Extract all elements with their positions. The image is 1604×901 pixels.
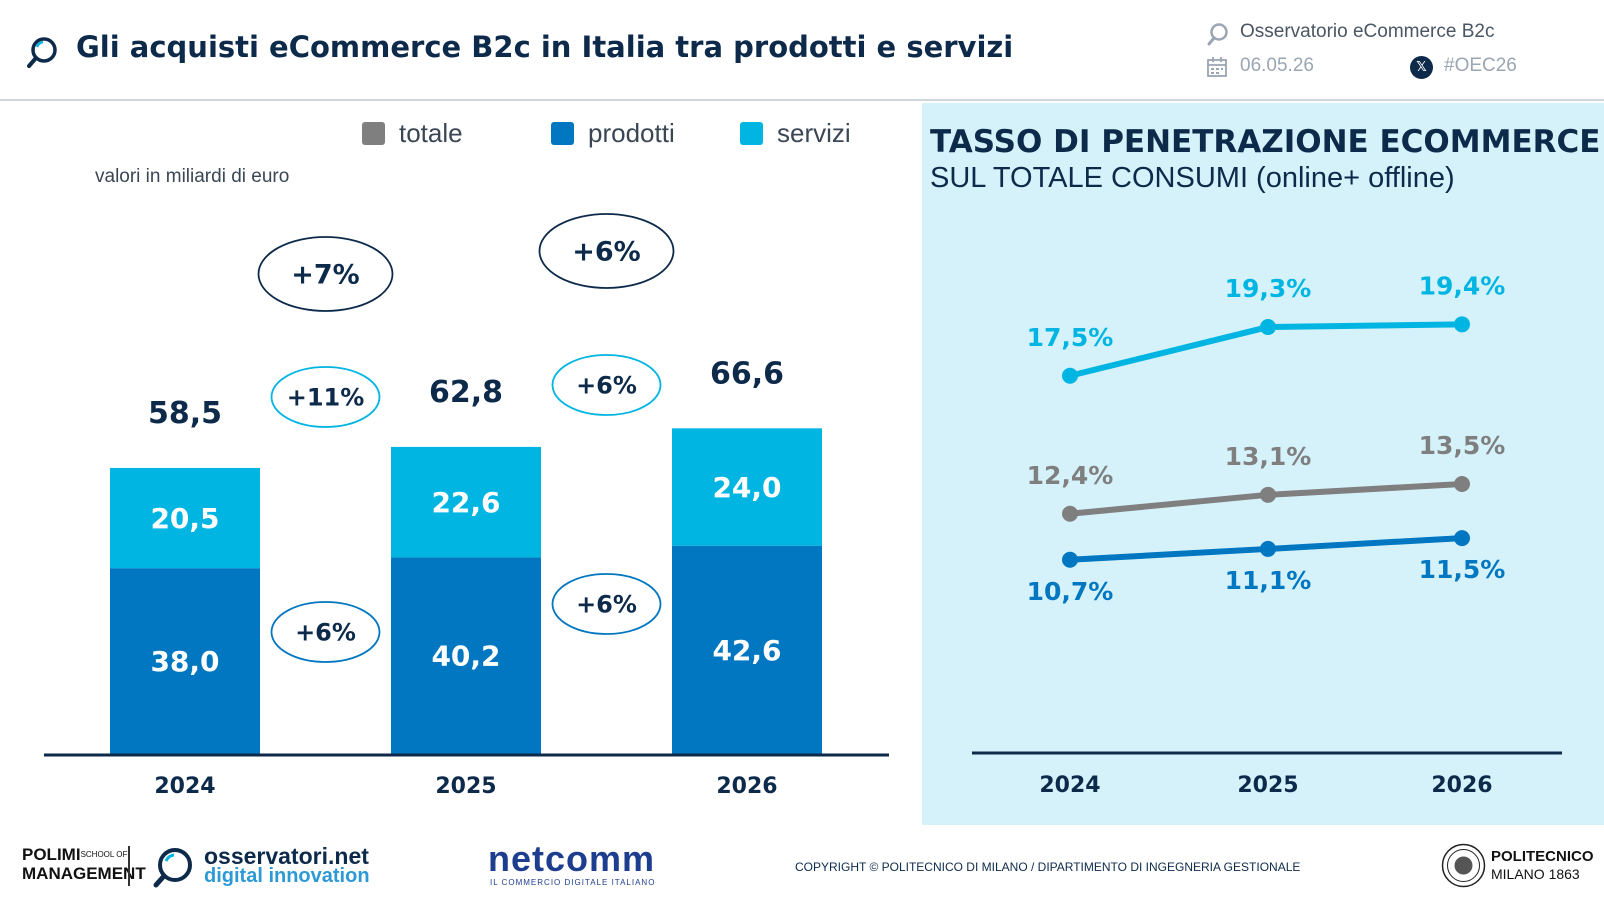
bar-prodotti-2025: [391, 557, 541, 754]
label-prodotti-2024: 38,0: [150, 645, 219, 678]
bar-prodotti-2024: [110, 568, 260, 754]
observatory-icon: [1207, 23, 1228, 46]
unit-label: valori in miliardi di euro: [95, 166, 290, 187]
legend-label-servizi: servizi: [777, 117, 851, 148]
netcomm-tagline: IL COMMERCIO DIGITALE ITALIANO: [490, 878, 656, 887]
label-servizi-2024: 20,5: [150, 502, 219, 535]
calendar-icon: [1207, 57, 1227, 77]
polimi-line1: POLIMI: [22, 845, 81, 864]
penetration-subtitle: SUL TOTALE CONSUMI (online+ offline): [930, 162, 1455, 194]
label-totale-2024: 12,4%: [1027, 461, 1114, 490]
penetration-title: TASSO DI PENETRAZIONE ECOMMERCE: [930, 124, 1601, 160]
polimi-small: SCHOOL OF: [80, 850, 128, 859]
growth-ellipse-totale-2: [538, 213, 675, 289]
observatory-label: Osservatorio eCommerce B2c: [1240, 21, 1495, 42]
point-servizi-2026: [1454, 316, 1470, 333]
x-tick-2025: 2025: [435, 774, 496, 799]
label-totale-2024: 58,5: [148, 396, 222, 431]
hashtag-label[interactable]: #OEC26: [1444, 55, 1517, 76]
x-tick-2024: 2024: [154, 774, 215, 799]
legend-label-prodotti: prodotti: [588, 117, 675, 148]
point-prodotti-2026: [1454, 530, 1470, 547]
label-prodotti-2026: 11,5%: [1419, 555, 1506, 584]
legend-item-servizi: servizi: [740, 118, 851, 148]
politecnico-name: POLITECNICO: [1491, 848, 1594, 865]
growth-servizi-2: +6%: [576, 372, 637, 400]
osservatori-name: osservatori.net: [204, 843, 369, 869]
bar-servizi-2025: [391, 446, 541, 558]
legend-swatch-servizi: [740, 121, 763, 145]
growth-ellipse-servizi-1: [270, 366, 381, 428]
label-servizi-2025: 19,3%: [1225, 274, 1312, 303]
point-prodotti-2024: [1062, 551, 1078, 568]
politecnico-city: MILANO 1863: [1491, 866, 1580, 882]
legend-item-prodotti: prodotti: [551, 118, 675, 148]
page-title: Gli acquisti eCommerce B2c in Italia tra…: [76, 30, 1014, 64]
copyright-text: COPYRIGHT © POLITECNICO DI MILANO / DIPA…: [795, 860, 1301, 874]
growth-ellipse-prodotti-1: [270, 601, 381, 663]
point-prodotti-2025: [1260, 540, 1276, 557]
footer-separator: [128, 846, 130, 886]
x-icon[interactable]: 𝕏: [1410, 56, 1433, 79]
growth-prodotti-1: +6%: [295, 619, 356, 647]
polimi-logo: POLIMISCHOOL OF MANAGEMENT: [22, 845, 146, 883]
osservatori-tagline: digital innovation: [204, 865, 370, 887]
penetration-panel: [922, 103, 1604, 825]
growth-ellipse-totale-1: [257, 236, 394, 312]
label-prodotti-2025: 40,2: [431, 640, 500, 673]
legend-swatch-prodotti: [551, 121, 574, 145]
label-servizi-2026: 24,0: [712, 471, 781, 504]
line-x-tick-2026: 2026: [1431, 773, 1492, 798]
osservatori-icon: [153, 848, 192, 888]
growth-totale-1: +7%: [291, 260, 359, 291]
bar-prodotti-2026: [672, 545, 822, 754]
x-tick-2026: 2026: [716, 774, 777, 799]
polimi-line2: MANAGEMENT: [22, 864, 146, 883]
header-divider: [0, 99, 1604, 101]
politecnico-seal-icon: [1441, 843, 1486, 888]
line-x-tick-2024: 2024: [1039, 773, 1100, 798]
label-prodotti-2025: 11,1%: [1225, 566, 1312, 595]
search-icon: [27, 37, 57, 68]
legend-item-totale: totale: [362, 118, 463, 148]
label-servizi-2024: 17,5%: [1027, 323, 1114, 352]
point-servizi-2024: [1062, 367, 1078, 384]
line-x-tick-2025: 2025: [1237, 773, 1298, 798]
date-label: 06.05.26: [1240, 55, 1314, 76]
growth-totale-2: +6%: [572, 237, 640, 268]
growth-ellipse-prodotti-2: [551, 573, 662, 635]
bar-servizi-2024: [110, 467, 260, 569]
label-totale-2026: 66,6: [710, 356, 784, 391]
legend-label-totale: totale: [399, 117, 463, 148]
netcomm-logo: netcomm: [488, 838, 656, 879]
label-servizi-2025: 22,6: [431, 486, 500, 519]
growth-prodotti-2: +6%: [576, 591, 637, 619]
bar-servizi-2026: [672, 428, 822, 546]
growth-servizi-1: +11%: [287, 384, 365, 412]
point-totale-2024: [1062, 505, 1078, 522]
label-prodotti-2026: 42,6: [712, 634, 781, 667]
label-totale-2025: 62,8: [429, 375, 503, 410]
label-servizi-2026: 19,4%: [1419, 271, 1506, 300]
label-totale-2026: 13,5%: [1419, 431, 1506, 460]
growth-ellipse-servizi-2: [551, 354, 662, 416]
legend-swatch-totale: [362, 121, 385, 145]
point-servizi-2025: [1260, 319, 1276, 336]
point-totale-2025: [1260, 486, 1276, 503]
point-totale-2026: [1454, 475, 1470, 492]
label-prodotti-2024: 10,7%: [1027, 577, 1114, 606]
label-totale-2025: 13,1%: [1225, 442, 1312, 471]
